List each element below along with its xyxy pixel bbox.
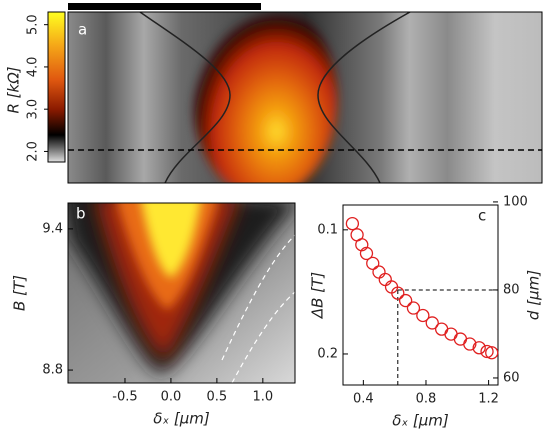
frame-b <box>67 202 296 384</box>
y-tick-label: 0.1 <box>317 222 338 237</box>
heatmap-a <box>68 12 542 183</box>
x-tick-label: 0.0 <box>161 390 182 405</box>
colorbar-tick-label: 2.0 <box>26 141 41 162</box>
data-point <box>359 246 374 261</box>
data-point <box>434 322 449 336</box>
x-tick-label: 0.5 <box>207 390 228 405</box>
x-axis-label: δₓ [μm] <box>153 410 210 428</box>
data-point <box>345 216 360 231</box>
data-point <box>372 265 386 279</box>
panel-label: a <box>78 21 87 39</box>
colorbar-label: R [kΩ] <box>5 66 23 113</box>
data-point <box>425 316 439 330</box>
frame-c <box>342 204 499 386</box>
y2-tick-label: 100 <box>503 194 528 209</box>
y-tick-label: 8.8 <box>42 363 63 378</box>
y-axis-label: B [T] <box>11 275 29 311</box>
scale-bar <box>68 3 261 10</box>
x-tick-label: 1.2 <box>478 392 499 407</box>
x-axis-label: δₓ [μm] <box>392 412 449 430</box>
data-point <box>463 337 477 351</box>
colorbar-tick-label: 3.0 <box>26 99 41 120</box>
x-tick-label: -0.5 <box>112 390 137 405</box>
x-tick-label: 0.8 <box>416 392 437 407</box>
data-point <box>416 308 430 323</box>
colorbar <box>47 11 66 163</box>
heatmap-b <box>68 203 295 383</box>
x-tick-label: 0.4 <box>353 392 374 407</box>
y2-tick-label: 60 <box>503 370 520 385</box>
y-axis-label: ΔB [T] <box>309 272 327 319</box>
data-point <box>398 293 413 308</box>
data-point <box>485 346 499 360</box>
data-point <box>406 301 421 315</box>
panel-label: b <box>76 205 86 223</box>
y2-axis-label: d [μm] <box>525 270 543 320</box>
y2-tick-label: 80 <box>503 282 520 297</box>
y-tick-label: 0.2 <box>317 346 338 361</box>
frame-a <box>67 11 543 184</box>
data-point <box>472 341 486 355</box>
x-tick-label: 1.0 <box>252 390 273 405</box>
data-point <box>378 272 392 287</box>
colorbar-tick-label: 5.0 <box>26 14 41 35</box>
panel-label: c <box>478 207 486 225</box>
y-tick-label: 9.4 <box>42 221 63 236</box>
data-point <box>444 327 458 341</box>
data-point <box>391 286 405 300</box>
data-point <box>366 256 380 270</box>
data-point <box>480 344 494 359</box>
colorbar-tick-label: 4.0 <box>26 57 41 78</box>
data-point <box>453 332 468 346</box>
